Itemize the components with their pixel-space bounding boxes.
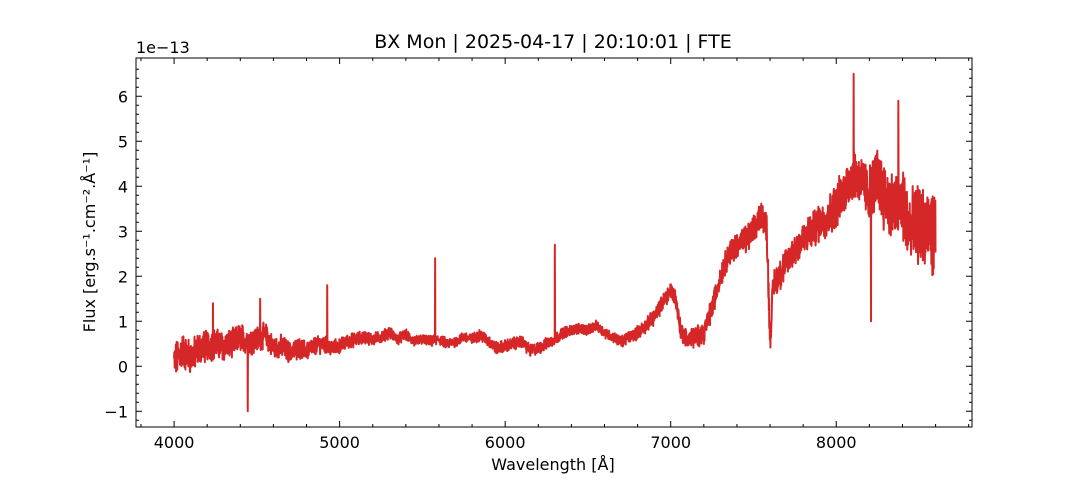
spectrum-line <box>173 72 937 413</box>
x-tick-label: 7000 <box>650 433 691 452</box>
y-tick-label: 6 <box>118 87 128 106</box>
y-tick-label: −1 <box>104 402 128 421</box>
y-tick-label: 1 <box>118 312 128 331</box>
x-tick-label: 8000 <box>816 433 857 452</box>
y-tick-label: 2 <box>118 267 128 286</box>
y-axis-multiplier: 1e−13 <box>136 38 190 57</box>
x-tick-label: 4000 <box>154 433 195 452</box>
x-axis-label: Wavelength [Å] <box>491 455 614 474</box>
x-axis-ticks: 4000 5000 6000 7000 8000 <box>140 58 970 452</box>
y-axis-label: Flux [erg.s⁻¹.cm⁻².Å⁻¹] <box>80 152 99 333</box>
y-axis-ticks: −1 0 1 2 3 4 5 6 <box>104 68 972 421</box>
y-tick-label: 0 <box>118 357 128 376</box>
y-tick-label: 4 <box>118 177 128 196</box>
x-tick-label: 5000 <box>319 433 360 452</box>
plot-area <box>173 72 937 413</box>
plot-frame <box>135 57 973 428</box>
chart-title: BX Mon | 2025-04-17 | 20:10:01 | FTE <box>374 31 732 53</box>
y-tick-label: 5 <box>118 132 128 151</box>
x-tick-label: 6000 <box>485 433 526 452</box>
y-tick-label: 3 <box>118 222 128 241</box>
